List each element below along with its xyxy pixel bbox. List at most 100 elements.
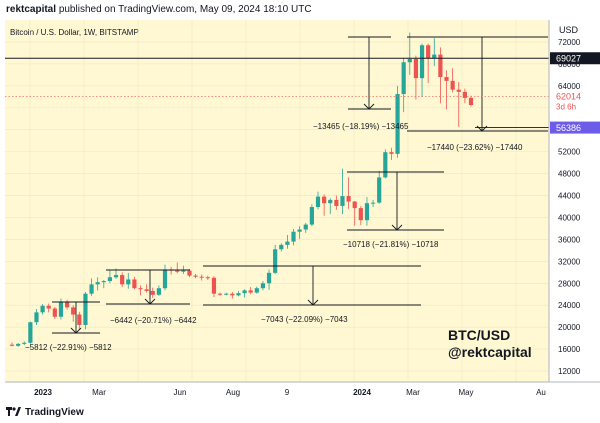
measure-label: −13465 (−18.19%) −13465 bbox=[313, 122, 409, 131]
candle bbox=[101, 279, 106, 289]
price-tick-label: 40000 bbox=[558, 213, 581, 222]
candle-body bbox=[40, 305, 45, 313]
candle bbox=[34, 309, 39, 325]
candle bbox=[266, 269, 272, 290]
candle-body bbox=[211, 277, 217, 294]
candle bbox=[175, 262, 180, 274]
candle bbox=[260, 281, 266, 291]
candle-body bbox=[413, 58, 419, 79]
candle bbox=[438, 47, 443, 104]
time-tick-label: Jun bbox=[174, 388, 187, 397]
candle-body bbox=[291, 231, 296, 242]
candle-body bbox=[419, 45, 425, 79]
candle bbox=[64, 299, 70, 310]
candle-body bbox=[309, 207, 314, 225]
candle bbox=[297, 226, 302, 239]
price-axis[interactable]: 12000 16000 20000 24000 28000 32000 36000 40000… bbox=[548, 20, 581, 382]
candle-body bbox=[273, 249, 278, 273]
candle bbox=[273, 244, 278, 274]
candle bbox=[309, 204, 314, 227]
measure-label: −6442 (−20.71%) −6442 bbox=[110, 316, 197, 325]
candle-body bbox=[328, 199, 333, 204]
candle-body bbox=[407, 58, 412, 63]
candle-body bbox=[28, 322, 33, 343]
candle bbox=[383, 149, 388, 179]
candle-body bbox=[285, 241, 290, 245]
candle bbox=[83, 292, 88, 330]
candle-body bbox=[340, 196, 345, 206]
price-tick-label: 52000 bbox=[558, 148, 581, 157]
time-tick-label: Mar bbox=[406, 388, 420, 397]
candle bbox=[315, 191, 321, 210]
candle-body bbox=[181, 270, 186, 272]
candle bbox=[16, 343, 21, 347]
candle-body bbox=[389, 152, 394, 154]
candle-body bbox=[156, 288, 161, 295]
candle bbox=[432, 38, 437, 67]
candle-body bbox=[303, 224, 308, 230]
candle-body bbox=[383, 152, 388, 178]
time-tick-label: 2024 bbox=[353, 388, 371, 397]
candle-body bbox=[395, 94, 400, 154]
candle bbox=[328, 198, 333, 215]
candle-body bbox=[46, 305, 51, 309]
candle bbox=[395, 85, 400, 158]
candle-body bbox=[358, 208, 363, 221]
candle-body bbox=[224, 293, 229, 295]
time-tick-label: Aug bbox=[226, 388, 240, 397]
candle-body bbox=[107, 277, 113, 282]
candle bbox=[9, 342, 15, 347]
candle bbox=[419, 43, 425, 97]
candle bbox=[193, 273, 198, 279]
candle-body bbox=[113, 275, 119, 278]
candle bbox=[358, 205, 363, 226]
candle bbox=[364, 197, 370, 226]
candle-body bbox=[432, 54, 437, 59]
candle-body bbox=[58, 302, 64, 317]
time-axis[interactable]: 2023 Mar Jun Aug 9 2024 Mar May Au bbox=[5, 381, 600, 397]
candle-body bbox=[426, 45, 431, 59]
candle bbox=[413, 55, 419, 100]
arrow-head bbox=[70, 327, 82, 334]
footer-brand: TradingView bbox=[25, 406, 84, 418]
candle bbox=[462, 88, 467, 104]
candle-body bbox=[352, 201, 357, 209]
candle-body bbox=[236, 293, 241, 296]
footer: TradingView bbox=[6, 404, 84, 420]
candle bbox=[211, 276, 217, 297]
candle-body bbox=[193, 275, 198, 277]
price-tick-label: 12000 bbox=[558, 367, 581, 376]
candle-body bbox=[322, 196, 327, 204]
arrow-head bbox=[363, 103, 375, 110]
candle-body bbox=[254, 288, 259, 293]
candle bbox=[156, 285, 161, 296]
candle bbox=[77, 311, 82, 329]
price-tag-bg bbox=[550, 52, 600, 65]
candle-body bbox=[77, 314, 82, 325]
measure-label: −5812 (−22.91%) −5812 bbox=[25, 343, 112, 352]
candle bbox=[401, 58, 406, 113]
plot-background bbox=[5, 20, 549, 382]
candle-body bbox=[242, 290, 247, 294]
candle bbox=[340, 168, 345, 215]
candle bbox=[450, 68, 455, 93]
candle-body bbox=[279, 244, 284, 250]
candle bbox=[40, 304, 45, 315]
candle bbox=[334, 195, 339, 210]
price-tick-label: 16000 bbox=[558, 345, 581, 354]
candle-body bbox=[438, 54, 443, 78]
candle-body bbox=[334, 199, 339, 206]
candle-body bbox=[9, 344, 15, 346]
candle-body bbox=[144, 289, 149, 291]
candle-body bbox=[266, 272, 272, 284]
measure-label: −10718 (−21.81%) −10718 bbox=[343, 240, 439, 249]
candle bbox=[138, 285, 143, 296]
arrow-head bbox=[144, 298, 156, 305]
price-tick-label: 28000 bbox=[558, 279, 581, 288]
candle bbox=[279, 243, 284, 252]
candle bbox=[370, 199, 376, 208]
candle bbox=[89, 278, 94, 296]
